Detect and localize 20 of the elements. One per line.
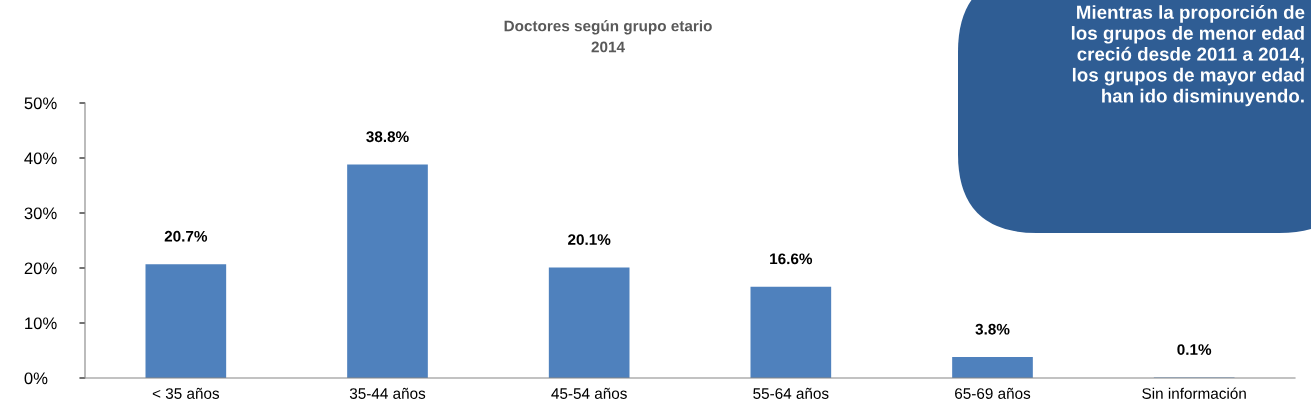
x-tick-label: < 35 años [152,387,220,399]
x-tick-label: Sin información [1142,387,1246,399]
data-label: 20.7% [164,230,208,242]
y-tick-label: 50% [24,97,57,110]
y-tick-label: 40% [24,152,57,165]
y-tick-label: 20% [24,262,57,275]
x-tick-label: 35-44 años [349,387,426,399]
data-label: 0.1% [1177,344,1212,355]
data-label: 3.8% [975,323,1010,335]
data-label: 38.8% [366,131,409,143]
y-tick-label: 30% [24,207,57,220]
x-tick-label: 65-69 años [955,387,1031,399]
data-label: 20.1% [568,234,611,245]
chart-title: Doctores según grupo etario 2014 [504,20,712,53]
x-tick-label: 45-54 años [551,387,627,399]
y-tick-label: 0% [24,372,48,385]
annotation: Mientras la proporción de los grupos de menor edad creció desde 2011 a 2014, los grupos de mayor edad han ido disminuyendo. [1071,5,1305,107]
data-label: 16.6% [770,253,813,265]
y-tick-label: 10% [25,317,57,330]
x-tick-label: 55-64 años [753,387,829,399]
